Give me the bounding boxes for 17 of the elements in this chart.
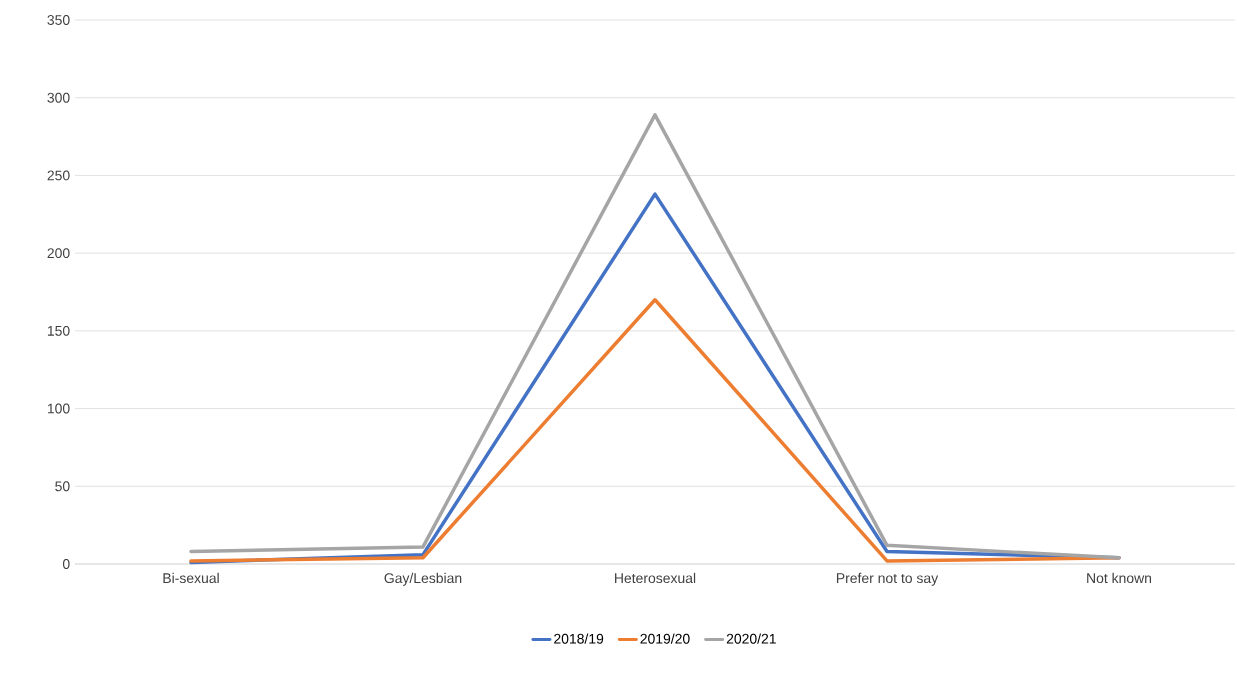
x-tick-label: Heterosexual	[615, 572, 696, 584]
y-tick-label: 100	[47, 403, 70, 414]
x-tick-label: Prefer not to say	[836, 572, 939, 586]
y-tick-label: 300	[47, 92, 70, 103]
x-tick-label: Not known	[1087, 572, 1152, 584]
y-tick-label: 200	[47, 248, 70, 259]
x-tick-label: Gay/Lesbian	[384, 572, 462, 586]
legend-label: 2018/19	[554, 633, 604, 644]
y-tick-label: 0	[62, 559, 70, 569]
legend-label: 2019/20	[640, 633, 690, 644]
y-tick-label: 350	[47, 15, 70, 25]
legend-label: 2020/21	[726, 633, 776, 644]
y-tick-label: 50	[55, 481, 70, 492]
y-tick-label: 150	[47, 325, 70, 336]
x-tick-label: Bi-sexual	[163, 572, 219, 584]
line-series	[189, 113, 1121, 560]
y-tick-label: 250	[47, 170, 70, 181]
